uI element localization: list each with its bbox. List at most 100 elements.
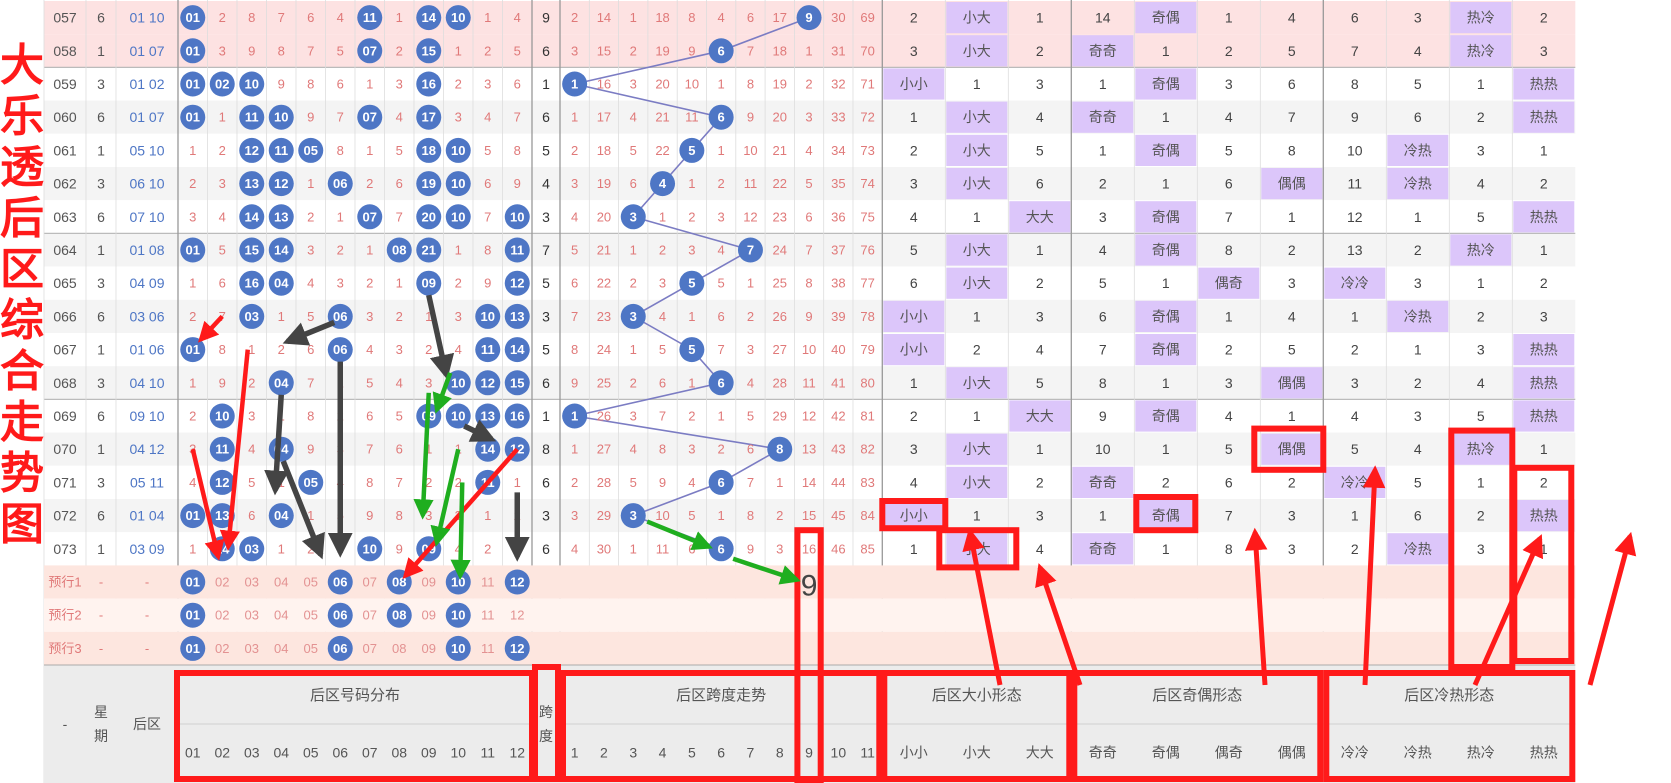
ball-number: 13 [510, 309, 524, 324]
span-miss: 72 [860, 110, 874, 125]
ball-marker [268, 104, 294, 130]
shape-miss: 3 [1036, 508, 1044, 524]
miss-count: 9 [484, 276, 491, 291]
span-miss: 2 [805, 77, 812, 92]
back-numbers: 01 07 [129, 109, 164, 125]
ball-marker [268, 237, 294, 263]
miss-count: 2 [337, 409, 344, 424]
ball-number: 20 [422, 209, 436, 224]
span-miss: 45 [831, 508, 845, 523]
shape-label: 小大 [963, 10, 991, 26]
pred-row-label: 预行3 [48, 641, 81, 656]
span-miss: 31 [831, 43, 845, 58]
miss-count: 2 [278, 342, 285, 357]
span-ball-number: 9 [805, 10, 812, 25]
miss-count: 2 [189, 309, 196, 324]
shape-miss: 1 [1162, 43, 1170, 59]
ball-number: 10 [363, 541, 377, 556]
span-value: 6 [542, 375, 550, 391]
pred-ball-number: 06 [333, 575, 347, 590]
span-miss: 37 [831, 243, 845, 258]
shape-highlight [1387, 168, 1449, 200]
span-value: 3 [542, 508, 550, 524]
miss-count: 8 [307, 77, 314, 92]
span-ball-number: 5 [688, 276, 695, 291]
span-miss: 6 [659, 375, 666, 390]
miss-count: 5 [337, 43, 344, 58]
miss-count: 5 [396, 409, 403, 424]
pred-ball-number: 12 [510, 575, 524, 590]
shape-miss: 3 [1036, 76, 1044, 92]
span-miss: 2 [571, 475, 578, 490]
ball-marker [504, 403, 530, 429]
span-miss: 43 [831, 442, 845, 457]
miss-count: 1 [189, 541, 196, 556]
span-miss: 2 [571, 143, 578, 158]
span-miss: 3 [630, 409, 637, 424]
header-sub-label: 01 [185, 744, 201, 760]
ball-marker [445, 171, 471, 197]
header-sub-label: 2 [600, 744, 608, 760]
miss-count: 9 [307, 110, 314, 125]
shape-miss: 4 [1288, 308, 1296, 324]
shape-label: 偶偶 [1278, 441, 1306, 457]
back-numbers: 06 10 [129, 176, 164, 192]
title-char: 综 [0, 295, 44, 346]
pred-row-label: 预行2 [48, 608, 81, 623]
shape-label: 热冷 [1467, 242, 1495, 258]
title-char: 势 [0, 448, 44, 499]
ball-number: 05 [304, 143, 318, 158]
span-miss: 3 [571, 176, 578, 191]
issue-number: 069 [53, 408, 77, 424]
shape-label: 热冷 [1467, 10, 1495, 26]
header-sub-label: 04 [273, 744, 289, 760]
span-miss: 32 [831, 77, 845, 92]
span-miss: 3 [718, 209, 725, 224]
span-miss: 10 [802, 342, 816, 357]
ball-number: 06 [333, 176, 347, 191]
span-miss: 9 [571, 375, 578, 390]
span-miss: 8 [659, 442, 666, 457]
header-sub-label: 8 [776, 744, 784, 760]
header-sub-label: 08 [391, 744, 407, 760]
span-miss: 22 [655, 143, 669, 158]
back-numbers: 01 10 [129, 10, 164, 26]
span-miss: 15 [802, 508, 816, 523]
miss-count: 2 [219, 10, 226, 25]
span-value: 6 [542, 43, 550, 59]
miss-count: 8 [396, 508, 403, 523]
miss-count: 4 [337, 10, 344, 25]
title-char: 合 [0, 346, 44, 397]
ball-marker [504, 337, 530, 363]
week-day: 3 [97, 375, 105, 391]
shape-label: 小大 [963, 176, 991, 192]
span-miss: 34 [831, 143, 845, 158]
pred-ball [327, 635, 353, 661]
span-ball-number: 6 [718, 375, 725, 390]
shape-miss: 4 [1225, 109, 1233, 125]
span-miss: 21 [773, 143, 787, 158]
shape-miss: 3 [1540, 308, 1548, 324]
header-sub-label: 7 [747, 744, 755, 760]
span-miss: 2 [688, 209, 695, 224]
shape-miss: 10 [1347, 142, 1363, 158]
shape-miss: 1 [910, 541, 918, 557]
span-ball [679, 137, 705, 163]
miss-count: 2 [396, 43, 403, 58]
span-miss: 80 [860, 375, 874, 390]
ball-number: 01 [186, 77, 200, 92]
span-miss: 2 [659, 243, 666, 258]
week-day: 1 [97, 242, 105, 258]
shape-highlight [1135, 334, 1197, 366]
header-sub-label: 10 [450, 744, 466, 760]
ball-number: 16 [510, 409, 524, 424]
title-char: 图 [0, 499, 44, 550]
shape-highlight [1135, 201, 1197, 233]
miss-count: 2 [248, 375, 255, 390]
ball-number: 02 [215, 77, 229, 92]
ball-marker [475, 303, 501, 329]
pred-number: 04 [274, 608, 288, 623]
shape-miss: 2 [910, 408, 918, 424]
span-miss: 18 [773, 43, 787, 58]
shape-highlight [946, 267, 1008, 299]
